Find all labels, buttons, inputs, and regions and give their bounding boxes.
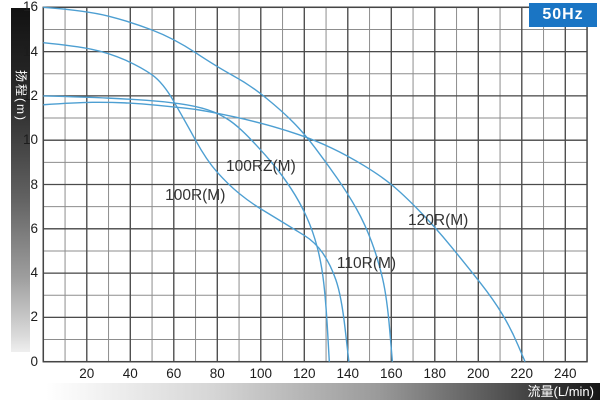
curve-120R(M) xyxy=(43,101,526,362)
y-axis-title-bar: 扬程(m) xyxy=(11,8,30,352)
y-tick-label: 8 xyxy=(30,176,38,192)
x-tick-label: 60 xyxy=(166,366,182,381)
curve-label-110R(M): 110R(M) xyxy=(337,255,396,272)
x-axis-title: 流量(L/min) xyxy=(527,384,594,399)
x-tick-label: 220 xyxy=(510,366,534,381)
x-tick-label: 200 xyxy=(467,366,490,381)
y-axis-title: 扬程(m) xyxy=(14,70,28,122)
curve-label-120R(M): 120R(M) xyxy=(408,212,468,229)
x-tick-label: 160 xyxy=(380,366,403,381)
y-tick-label: 14 xyxy=(22,43,38,59)
y-tick-label: 6 xyxy=(30,220,38,236)
frequency-badge: 50Hz xyxy=(529,3,597,27)
x-tick-label: 120 xyxy=(293,366,316,381)
curve-100R(M) xyxy=(43,42,350,362)
y-tick-label: 2 xyxy=(30,309,38,325)
curve-100RZ(M) xyxy=(43,95,331,362)
x-tick-label: 240 xyxy=(554,366,577,381)
x-tick-label: 100 xyxy=(249,366,273,381)
y-tick-label: 16 xyxy=(22,0,38,15)
y-tick-label: 4 xyxy=(30,265,38,281)
x-tick-label: 80 xyxy=(209,366,225,381)
x-tick-label: 180 xyxy=(423,366,447,381)
y-tick-label: 12 xyxy=(22,87,38,103)
x-tick-label: 40 xyxy=(122,366,138,381)
x-tick-label: 140 xyxy=(336,366,360,381)
curve-label-100RZ(M): 100RZ(M) xyxy=(226,158,296,175)
x-tick-label: 20 xyxy=(79,366,95,381)
curve-110R(M) xyxy=(43,6,394,362)
y-tick-label: 10 xyxy=(22,132,38,148)
y-tick-label: 0 xyxy=(30,353,38,369)
curve-label-100R(M): 100R(M) xyxy=(165,187,225,204)
x-axis-title-bar: 流量(L/min) xyxy=(46,383,600,400)
